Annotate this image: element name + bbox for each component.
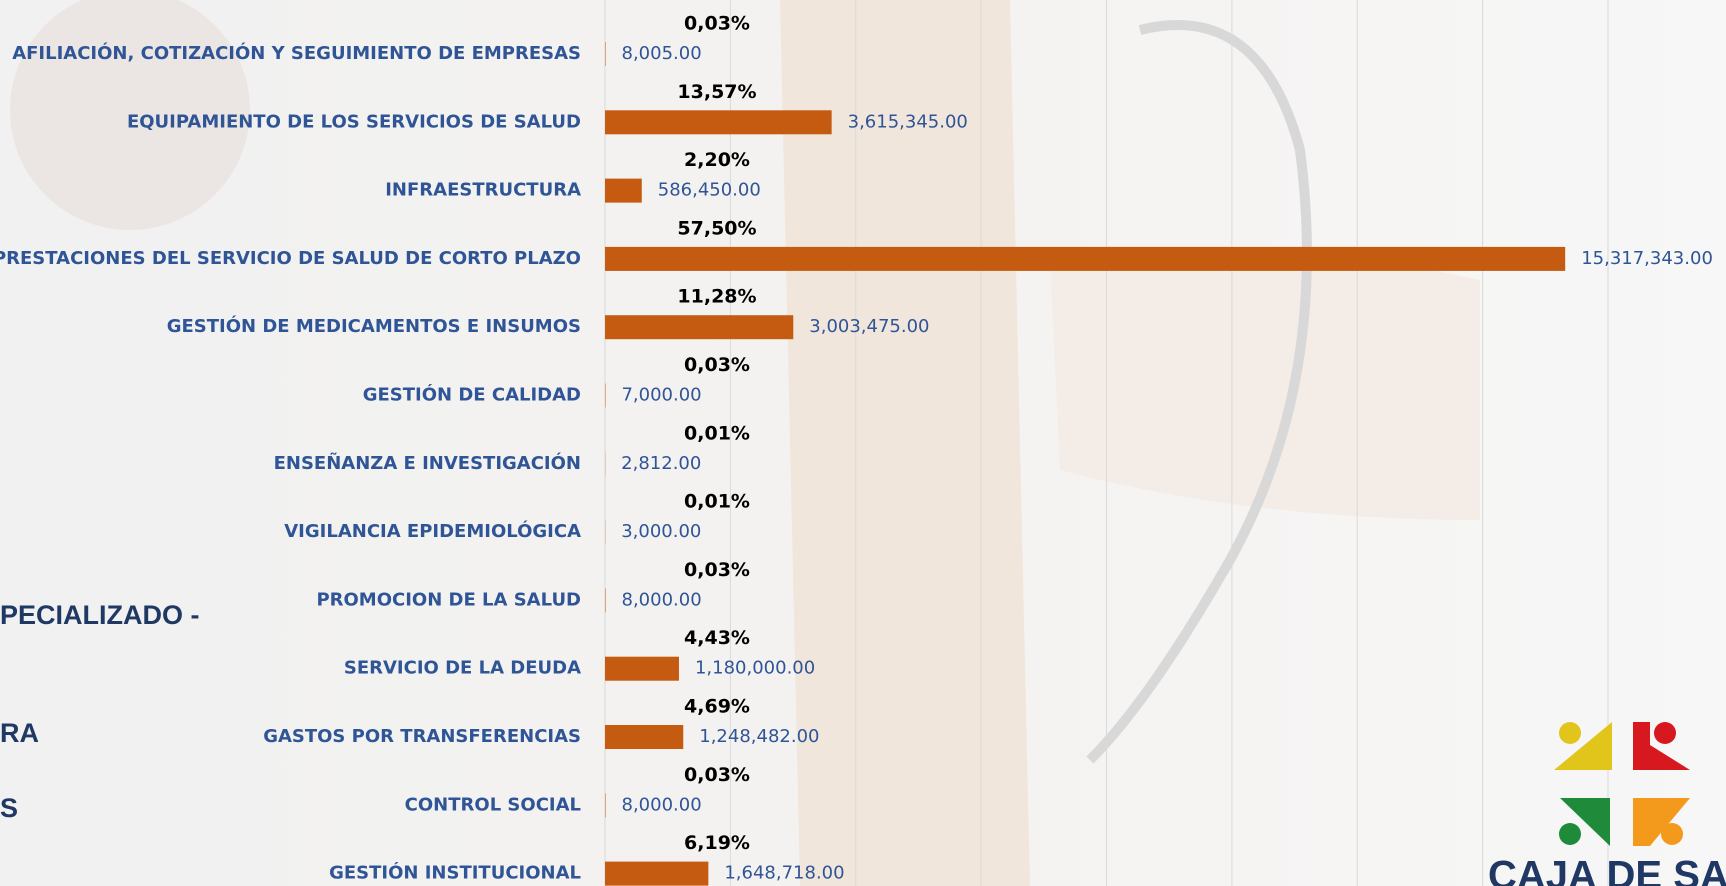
value-label: 8,000.00 <box>622 589 702 610</box>
category-label: VIGILANCIA EPIDEMIOLÓGICA <box>284 520 581 542</box>
bar <box>605 588 606 612</box>
value-label: 1,180,000.00 <box>695 658 815 679</box>
category-label: EQUIPAMIENTO DE LOS SERVICIOS DE SALUD <box>127 111 581 132</box>
bar <box>605 315 793 339</box>
value-label: 8,005.00 <box>622 43 702 64</box>
page: PECIALIZADO - RA S AFILIACIÓN, COTIZACIÓ… <box>0 0 1726 886</box>
category-label: CONTROL SOCIAL <box>405 794 581 815</box>
logo-text: CAJA DE SALU <box>1488 854 1726 886</box>
share-label: 11,28% <box>677 286 756 308</box>
value-label: 8,000.00 <box>622 794 702 815</box>
share-label: 6,19% <box>684 832 750 854</box>
value-label: 1,648,718.00 <box>724 863 844 884</box>
bar <box>605 247 1565 271</box>
bar <box>605 793 606 817</box>
share-label: 0,03% <box>684 354 750 376</box>
category-label: SERVICIO DE LA DEUDA <box>344 658 581 679</box>
category-label: PROMOCION DE LA SALUD <box>316 589 581 610</box>
value-label: 7,000.00 <box>621 385 701 406</box>
bar <box>605 179 642 203</box>
category-label: GESTIÓN DE MEDICAMENTOS E INSUMOS <box>167 315 581 337</box>
bar <box>605 725 683 749</box>
share-label: 0,01% <box>684 491 750 513</box>
bar <box>605 657 679 681</box>
bar <box>605 110 832 134</box>
value-label: 3,003,475.00 <box>809 316 929 337</box>
background-text: PECIALIZADO - <box>0 600 200 630</box>
share-label: 2,20% <box>684 149 750 171</box>
share-label: 57,50% <box>677 217 756 239</box>
share-label: 13,57% <box>677 81 756 103</box>
chart: PECIALIZADO - RA S AFILIACIÓN, COTIZACIÓ… <box>0 0 1726 886</box>
value-label: 2,812.00 <box>621 453 701 474</box>
value-label: 3,000.00 <box>621 521 701 542</box>
background-text: RA <box>0 718 39 748</box>
category-label: AFILIACIÓN, COTIZACIÓN Y SEGUIMIENTO DE … <box>12 42 581 64</box>
bar <box>605 862 708 886</box>
value-label: 1,248,482.00 <box>699 726 819 747</box>
background-text: S <box>0 793 18 823</box>
category-label: PRESTACIONES DEL SERVICIO DE SALUD DE CO… <box>0 248 581 269</box>
value-label: 3,615,345.00 <box>848 111 968 132</box>
value-label: 15,317,343.00 <box>1581 248 1713 269</box>
share-label: 4,69% <box>684 696 750 718</box>
share-label: 0,03% <box>684 559 750 581</box>
category-label: GESTIÓN DE CALIDAD <box>363 384 581 406</box>
category-label: GESTIÓN INSTITUCIONAL <box>329 862 581 884</box>
share-label: 0,03% <box>684 764 750 786</box>
share-label: 0,01% <box>684 422 750 444</box>
category-label: ENSEÑANZA E INVESTIGACIÓN <box>274 451 581 474</box>
category-label: INFRAESTRUCTURA <box>385 180 581 201</box>
value-label: 586,450.00 <box>658 180 761 201</box>
share-label: 0,03% <box>684 13 750 35</box>
category-label: GASTOS POR TRANSFERENCIAS <box>263 726 581 747</box>
bar <box>605 42 606 66</box>
share-label: 4,43% <box>684 627 750 649</box>
